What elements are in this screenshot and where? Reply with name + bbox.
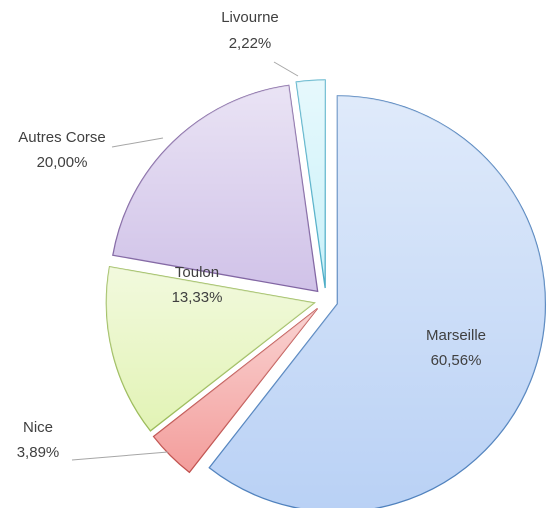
slice-value-label: 3,89% bbox=[17, 444, 60, 461]
slice-value-label: 13,33% bbox=[172, 289, 223, 306]
leader-line bbox=[71, 451, 169, 461]
slice-shine bbox=[106, 266, 315, 431]
slice-label: Toulon bbox=[175, 264, 219, 281]
leader-line bbox=[273, 61, 299, 77]
slice-value-label: 20,00% bbox=[37, 154, 88, 171]
slice-value-label: 60,56% bbox=[431, 352, 482, 369]
slice-shine bbox=[153, 308, 318, 473]
leader-line bbox=[111, 137, 164, 148]
slice-shine bbox=[209, 95, 546, 508]
slices bbox=[105, 79, 546, 508]
slice-label: Marseille bbox=[426, 327, 486, 344]
slice-value-label: 2,22% bbox=[229, 35, 272, 52]
slice-shine bbox=[112, 85, 318, 292]
slice-shine bbox=[296, 80, 326, 289]
slice-label: Nice bbox=[23, 419, 53, 436]
slice-label: Autres Corse bbox=[18, 129, 106, 146]
slice-label: Livourne bbox=[221, 9, 279, 26]
labels: Marseille 60,56% Nice 3,89% Toulon 13,33% Autr… bbox=[17, 9, 486, 461]
